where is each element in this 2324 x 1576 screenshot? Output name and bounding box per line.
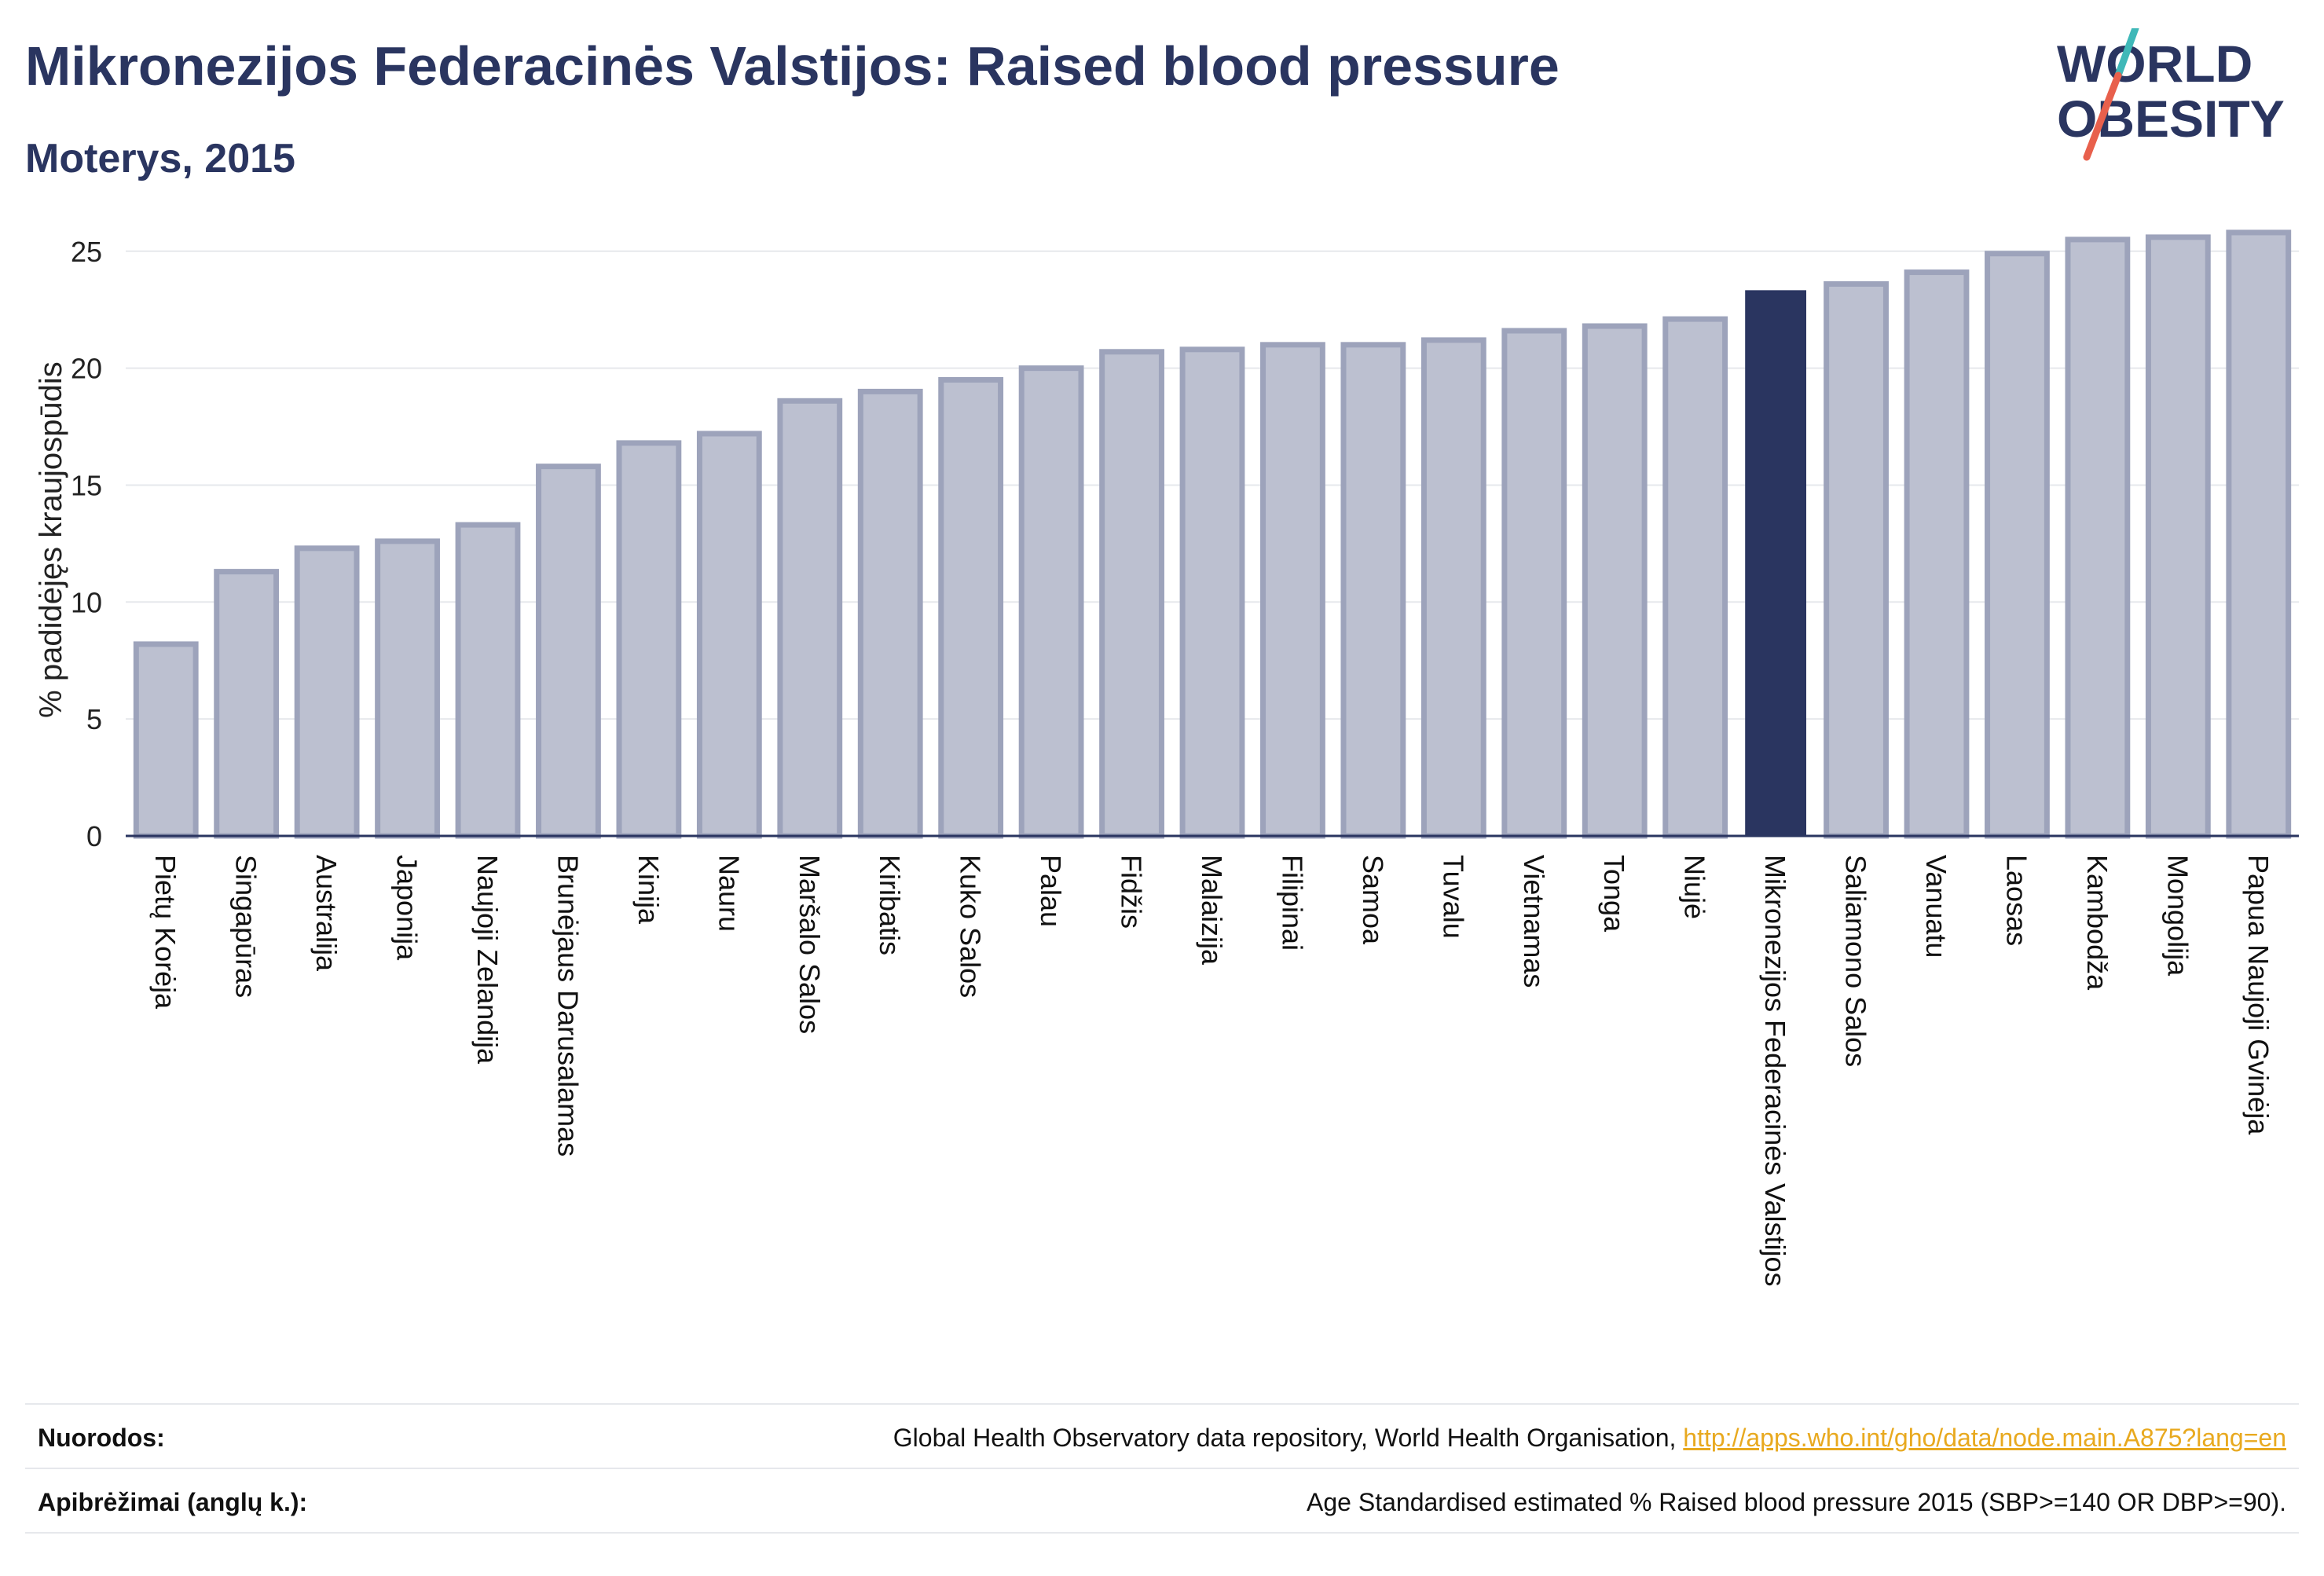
bar	[375, 538, 440, 839]
x-tick-label: Filipinai	[1276, 855, 1308, 951]
y-tick-label: 15	[71, 469, 102, 501]
x-tick-label: Palau	[1035, 855, 1067, 927]
x-tick-label: Kuko Salos	[955, 855, 987, 998]
logo-slash-red	[2083, 71, 2122, 161]
bar	[1582, 323, 1648, 839]
definitions-value: Age Standardised estimated % Raised bloo…	[1307, 1488, 2286, 1516]
bar	[696, 431, 762, 839]
logo-line1: WORLD	[2057, 35, 2253, 93]
bar	[1260, 342, 1325, 839]
bar	[1018, 365, 1084, 839]
bar	[1745, 290, 1807, 837]
x-tick-label: Mikronezijos Federacinės Valstijos	[1759, 855, 1791, 1287]
x-tick-label: Fidžis	[1116, 855, 1148, 929]
x-tick-label: Tuvalu	[1437, 855, 1469, 939]
chart-subtitle: Moterys, 2015	[25, 136, 295, 181]
x-tick-label: Papua Naujoji Gvinėja	[2242, 855, 2275, 1135]
bar	[777, 398, 843, 839]
bar	[1904, 269, 1970, 839]
x-tick-label: Laosas	[2000, 855, 2033, 946]
bar	[1340, 342, 1406, 839]
footer-divider	[25, 1532, 2299, 1534]
x-tick-label: Kinija	[632, 855, 665, 925]
x-tick-label: Naujoji Zelandija	[471, 855, 504, 1065]
footer-references-row: Nuorodos: Global Health Observatory data…	[25, 1403, 2299, 1469]
bar	[1099, 349, 1164, 839]
x-tick-label: Saliamono Salos	[1840, 855, 1872, 1067]
world-obesity-logo: WORLD OBESITY	[2057, 28, 2285, 161]
x-tick-label: Kambodža	[2081, 855, 2113, 991]
x-tick-label: Malaizija	[1196, 855, 1228, 966]
bar-chart: 0 5 10 15 20 25 % padidėjęs kraujospūdis Pietų …	[34, 229, 2299, 1287]
bar	[133, 641, 199, 839]
references-value: Global Health Observatory data repositor…	[893, 1424, 2286, 1453]
bar	[1179, 346, 1245, 839]
y-tick-label: 0	[86, 820, 102, 852]
y-tick-label: 10	[71, 586, 102, 618]
x-tick-label: Australija	[310, 855, 343, 972]
x-tick-label: Vanuatu	[1920, 855, 1952, 958]
references-label: Nuorodos:	[38, 1424, 165, 1452]
bar	[1501, 328, 1567, 839]
bar	[2226, 229, 2292, 839]
chart-title: Mikronezijos Federacinės Valstijos: Rais…	[25, 35, 1560, 97]
logo-slash-teal	[2114, 28, 2139, 79]
references-link[interactable]: http://apps.who.int/gho/data/node.main.A…	[1683, 1424, 2286, 1452]
x-tick-label: Japonija	[391, 855, 423, 961]
bar	[214, 569, 280, 839]
bar	[857, 388, 923, 839]
bar	[1420, 337, 1486, 839]
references-text: Global Health Observatory data repositor…	[893, 1424, 1684, 1452]
x-tick-label: Tonga	[1598, 855, 1630, 933]
y-tick-label: 5	[86, 703, 102, 735]
bar	[536, 464, 601, 839]
x-tick-label: Singapūras	[230, 855, 262, 998]
bar	[2065, 236, 2131, 839]
x-tick-label: Nauru	[713, 855, 745, 932]
y-axis-title: % padidėjęs kraujospūdis	[34, 361, 68, 718]
y-tick-label: 20	[71, 353, 102, 385]
x-tick-label: Pietų Korėja	[149, 855, 181, 1010]
x-tick-label: Maršalo Salos	[794, 855, 826, 1034]
bar	[938, 377, 1004, 839]
x-tick-label: Samoa	[1357, 855, 1389, 945]
x-tick-label: Brunėjaus Darusalamas	[552, 855, 584, 1156]
bar	[616, 440, 682, 839]
x-tick-label: Mongolija	[2161, 855, 2194, 977]
x-tick-label: Kiribatis	[874, 855, 906, 955]
footer-definitions-row: Apibrėžimai (anglų k.): Age Standardised…	[25, 1468, 2299, 1534]
definitions-label: Apibrėžimai (anglų k.):	[38, 1488, 308, 1516]
bar	[1985, 251, 2050, 839]
bar	[2145, 234, 2211, 839]
y-tick-label: 25	[71, 236, 102, 268]
bar	[1824, 280, 1889, 839]
bar	[455, 522, 521, 839]
bar	[294, 545, 360, 839]
x-tick-label: Niujė	[1679, 855, 1711, 919]
bar	[1662, 316, 1728, 839]
x-tick-label: Vietnamas	[1518, 855, 1550, 988]
